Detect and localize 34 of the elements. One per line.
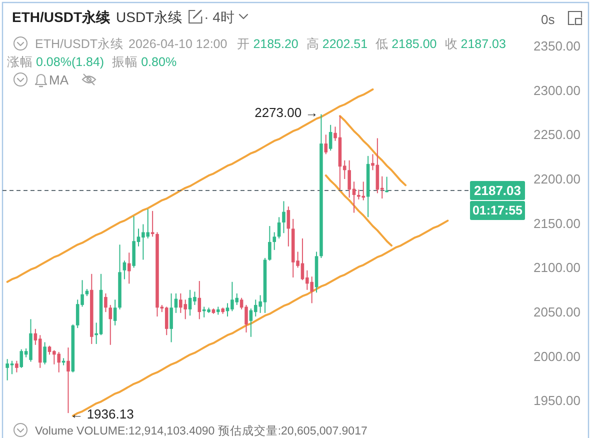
annotation: 高: [306, 36, 320, 51]
y-tick-label: 1950.00: [534, 393, 580, 408]
annotation: 收: [444, 37, 458, 51]
text: ETH/USDT永续: [12, 9, 111, 25]
annotation: Volume VOLUME:12,914,103.4090 预估成交量:20,605,007.9017: [35, 424, 368, 438]
annotation: 2026-04-10 12:00: [128, 37, 228, 51]
y-tick-label: 2300.00: [534, 82, 580, 98]
y-tick-label: 2250.00: [534, 127, 580, 142]
y-tick-label: 2050.00: [534, 304, 580, 320]
text: 0s: [541, 12, 556, 27]
y-tick-label: 2100.00: [534, 260, 580, 276]
price-tag: 2187.03: [470, 181, 525, 200]
countdown-tag: 01:17:55: [470, 201, 525, 220]
y-tick-label: 2350.00: [534, 38, 580, 54]
annotation: 低: [376, 37, 389, 51]
y-tick-label: 2200.00: [534, 172, 580, 187]
annotation: · 4时: [204, 9, 234, 25]
annotation: MA: [49, 72, 69, 88]
annotation: 开: [237, 37, 250, 51]
y-tick-label: 2150.00: [534, 216, 580, 231]
annotation: 涨幅: [7, 55, 33, 69]
annotation: 2185.00: [392, 37, 437, 51]
annotation: 2273.00 →: [254, 104, 318, 120]
text: USDT永续: [116, 9, 182, 25]
annotation: 振幅: [112, 55, 138, 69]
annotation: 2185.20: [253, 37, 298, 51]
annotation: 0.08%(1.84): [36, 55, 104, 69]
annotation: ← 1936.13: [70, 406, 134, 422]
text: 2187.03: [460, 37, 506, 51]
annotation: 2202.51: [322, 37, 368, 51]
annotation: 0.80%: [141, 55, 177, 69]
ref-line-label: 2187.03: [474, 183, 521, 198]
annotation: ETH/USDT永续: [35, 36, 124, 51]
y-tick-label: 2000.00: [534, 348, 580, 364]
